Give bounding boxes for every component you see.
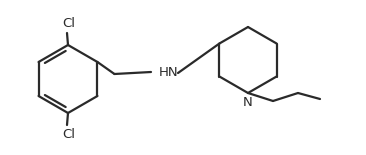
Text: Cl: Cl: [63, 17, 75, 30]
Text: HN: HN: [159, 66, 179, 80]
Text: N: N: [243, 96, 253, 109]
Text: Cl: Cl: [63, 128, 75, 141]
